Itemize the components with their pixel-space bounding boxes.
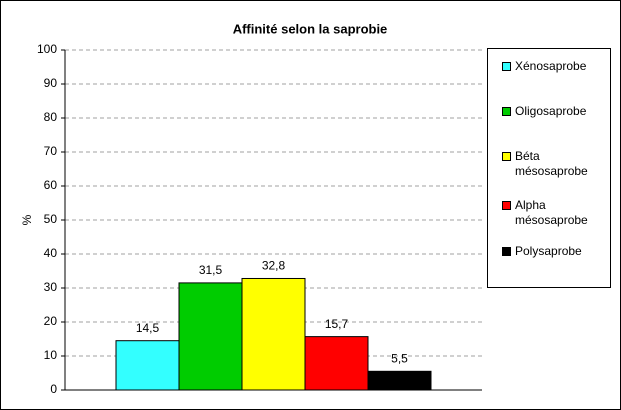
data-label: 32,8 <box>262 259 286 273</box>
bar <box>241 277 306 391</box>
legend-item: Polysaprobe <box>502 244 605 259</box>
legend-item: Xénosaprobe <box>502 59 605 74</box>
y-tick-label: 10 <box>44 348 58 362</box>
data-label: 31,5 <box>199 263 223 277</box>
data-label: 14,5 <box>136 321 160 335</box>
y-tick-label: 80 <box>44 110 58 124</box>
y-tick-label: 70 <box>44 144 58 158</box>
legend-label: Oligosaprobe <box>515 104 587 118</box>
legend-label: Béta mésosaprobe <box>515 149 588 178</box>
bar <box>115 340 180 391</box>
legend-item: Alpha mésosaprobe <box>502 198 605 228</box>
legend: Xénosaprobe Oligosaprobe Béta mésosaprobe A… <box>487 48 611 288</box>
legend-swatch <box>502 107 511 116</box>
bar <box>304 336 369 391</box>
y-tick-label: 30 <box>44 280 58 294</box>
y-tick-label: 50 <box>44 212 58 226</box>
y-tick-label: 0 <box>50 382 57 396</box>
bar <box>367 370 432 391</box>
legend-label: Polysaprobe <box>515 244 582 258</box>
bar <box>178 282 243 391</box>
legend-swatch <box>502 201 511 210</box>
legend-label: Xénosaprobe <box>515 59 587 73</box>
legend-swatch <box>502 152 511 161</box>
data-label: 15,7 <box>325 317 349 331</box>
legend-swatch <box>502 62 511 71</box>
data-label: 5,5 <box>391 351 408 365</box>
legend-swatch <box>502 247 511 256</box>
y-tick-label: 60 <box>44 178 58 192</box>
chart-title: Affinité selon la saprobie <box>233 21 388 36</box>
y-tick-label: 90 <box>44 76 58 90</box>
y-tick-label: 100 <box>37 42 57 56</box>
legend-label: Alpha mésosaprobe <box>515 198 588 227</box>
y-tick-label: 40 <box>44 246 58 260</box>
y-axis-label: % <box>20 214 34 225</box>
legend-item: Béta mésosaprobe <box>502 149 605 179</box>
y-tick-label: 20 <box>44 314 58 328</box>
legend-item: Oligosaprobe <box>502 104 605 119</box>
